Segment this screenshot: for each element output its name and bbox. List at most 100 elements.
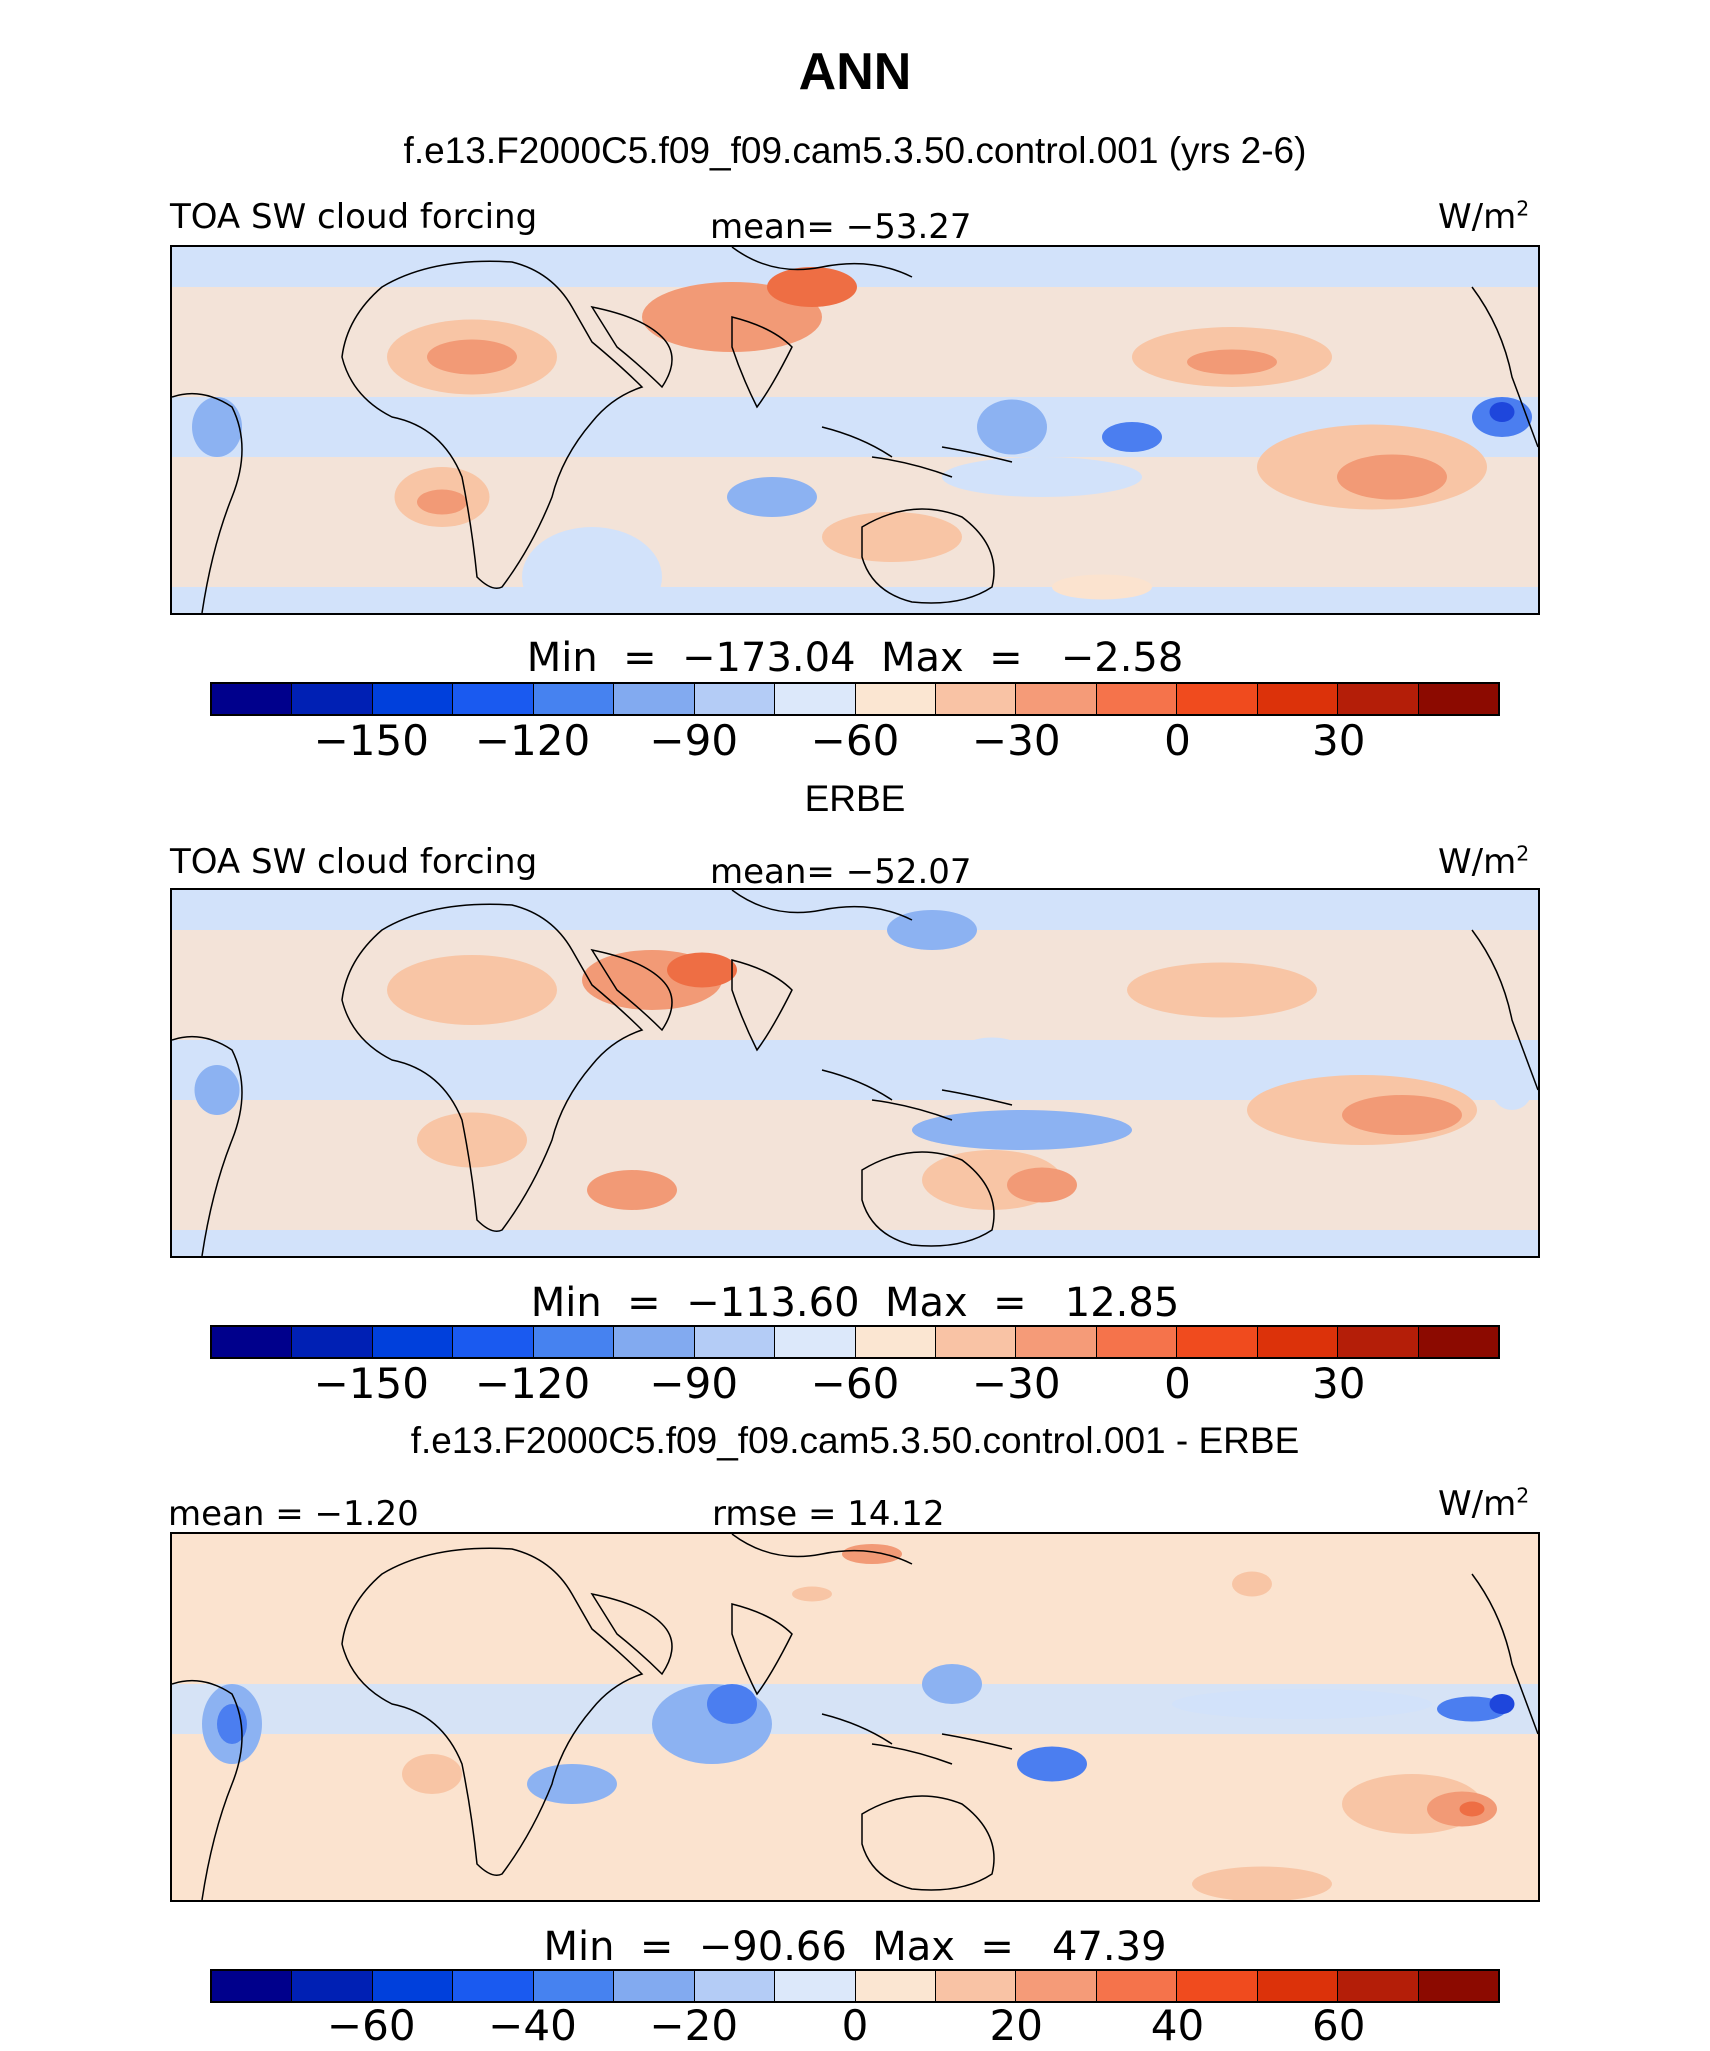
panel1-colorbar-ticks: −150 −120 −90 −60 −30 0 30 [210, 720, 1500, 766]
contour-region [952, 1037, 1032, 1083]
contour-region [1192, 1866, 1332, 1900]
panel2-mean-label: mean= −52.07 [710, 852, 972, 892]
colorbar-cell [533, 1327, 615, 1357]
contour-region [707, 1684, 757, 1724]
contour-region [1437, 1696, 1507, 1722]
coastline [590, 948, 673, 1032]
colorbar-cell [533, 684, 615, 714]
colorbar-cell [1338, 684, 1419, 714]
contour-region [1172, 1689, 1432, 1719]
panel1-mean-label: mean= −53.27 [710, 207, 972, 247]
panel2-colorbar-ticks: −150 −120 −90 −60 −30 0 30 [210, 1363, 1500, 1409]
colorbar-cell [1016, 1327, 1097, 1357]
contour-region [1007, 1167, 1077, 1203]
colorbar-cell [1418, 1327, 1498, 1357]
colorbar-cell [372, 1327, 454, 1357]
coastline [821, 1069, 1013, 1121]
contour-region [1232, 1571, 1272, 1597]
contour-region [192, 397, 242, 457]
contour-region [1459, 1801, 1485, 1817]
colorbar-cell [614, 684, 695, 714]
colorbar-cell [1338, 1971, 1419, 2001]
panel3-mean-label: mean = −1.20 [168, 1494, 419, 1534]
colorbar-tick-label: 0 [1164, 716, 1191, 765]
colorbar-cell [935, 1327, 1017, 1357]
coastline [861, 1795, 995, 1891]
coastline [341, 1547, 644, 1876]
colorbar-cell [292, 1971, 373, 2001]
panel3-units-label: W/m2 [1438, 1483, 1530, 1524]
colorbar-tick-label: 30 [1312, 1359, 1366, 1408]
colorbar-tick-label: −150 [313, 1359, 429, 1408]
colorbar-tick-label: 0 [841, 2001, 869, 2050]
panel3-map [170, 1532, 1540, 1902]
colorbar-tick-label: −60 [810, 716, 900, 765]
colorbar-cell [1177, 1327, 1258, 1357]
coastline [731, 316, 793, 409]
colorbar-cell [1096, 684, 1178, 714]
colorbar-tick-label: 40 [1150, 2001, 1205, 2050]
panel3-colorbar-ticks: −60 −40 −20 0 20 40 60 [210, 2005, 1500, 2051]
colorbar-tick-label: 20 [989, 2001, 1043, 2050]
coastline [731, 959, 793, 1052]
panel1-minmax: Min = −173.04 Max = −2.58 [526, 635, 1184, 681]
colorbar-cell [1418, 1971, 1498, 2001]
colorbar-cell [453, 1327, 534, 1357]
panel1-map [170, 245, 1540, 615]
contour-region [822, 512, 962, 562]
panel3-minmax: Min = −90.66 Max = 47.39 [543, 1924, 1167, 1970]
colorbar-tick-label: −120 [474, 1359, 591, 1408]
colorbar-tick-label: −20 [649, 2001, 739, 2050]
coastline [731, 1603, 793, 1696]
colorbar-cell [1177, 1971, 1258, 2001]
colorbar-tick-label: 0 [1164, 1359, 1191, 1408]
contour-region [417, 1112, 527, 1168]
colorbar-cell [453, 1971, 534, 2001]
colorbar-tick-label: 60 [1312, 2001, 1366, 2050]
coastline [172, 286, 1538, 613]
colorbar-cell [694, 684, 776, 714]
contour-region [1187, 349, 1277, 375]
colorbar-cell [1257, 1327, 1339, 1357]
case-title: f.e13.F2000C5.f09_f09.cam5.3.50.control.… [403, 130, 1307, 171]
colorbar-cell [855, 1971, 936, 2001]
contour-region [1342, 1095, 1462, 1135]
colorbar-cell [212, 1327, 293, 1357]
colorbar-cell [614, 1971, 695, 2001]
coastline [821, 426, 1013, 478]
colorbar-tick-label: −30 [971, 716, 1061, 765]
coastline [341, 903, 644, 1232]
coastline [341, 260, 644, 589]
panel2-title: ERBE [804, 778, 906, 819]
colorbar-cell [453, 684, 534, 714]
panel2-minmax: Min = −113.60 Max = 12.85 [530, 1280, 1180, 1326]
coastline [590, 305, 673, 389]
contour-region [977, 399, 1047, 455]
coastline [731, 1534, 913, 1565]
coastline [731, 890, 913, 921]
panel2-variable-label: TOA SW cloud forcing [170, 842, 538, 882]
panel2-colorbar [210, 1325, 1500, 1359]
contour-region [1489, 1694, 1515, 1714]
coastline [590, 1592, 673, 1676]
coastline [821, 1713, 1013, 1765]
colorbar-cell [372, 1971, 454, 2001]
panel3-rmse-label: rmse = 14.12 [712, 1494, 945, 1534]
colorbar-cell [694, 1971, 776, 2001]
colorbar-tick-label: −30 [971, 1359, 1061, 1408]
contour-region [1017, 1746, 1087, 1782]
colorbar-cell [1177, 684, 1258, 714]
colorbar-cell [212, 1971, 293, 2001]
map-band [172, 930, 1538, 1040]
colorbar-cell [212, 684, 293, 714]
colorbar-cell [372, 684, 454, 714]
coastline [731, 247, 913, 278]
colorbar-cell [1257, 684, 1339, 714]
contour-region [1027, 1839, 1117, 1869]
colorbar-cell [1096, 1327, 1178, 1357]
colorbar-cell [855, 684, 936, 714]
map-band [172, 287, 1538, 397]
colorbar-tick-label: −150 [313, 716, 429, 765]
colorbar-tick-label: −60 [810, 1359, 900, 1408]
colorbar-cell [775, 1971, 856, 2001]
